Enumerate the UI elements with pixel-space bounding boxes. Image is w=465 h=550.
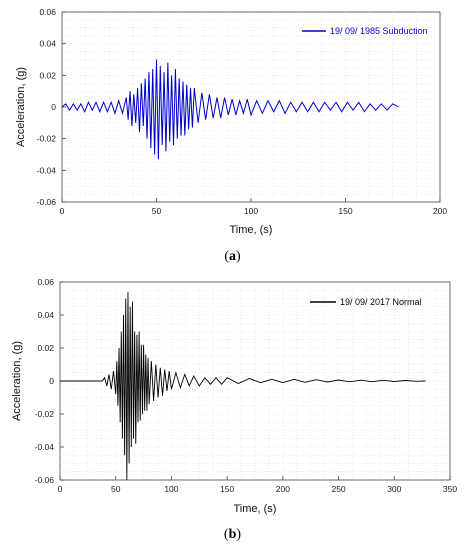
y-axis-label-a: Acceleration, (g) [15,67,27,147]
ticks-b: 0 50 100 150 200 250 300 350 -0.06 -0.04 -0.02 0 0.0… [35,277,458,494]
y-tick-label: 0.04 [37,310,54,320]
y-tick-label: 0.06 [37,277,54,287]
grid-a [62,12,440,202]
caption-a: (a) [224,249,241,264]
x-tick-label: 50 [152,206,162,216]
y-tick-label: -0.02 [35,409,55,419]
x-tick-label: 200 [433,206,447,216]
chart-a: 0 50 100 150 200 -0.06 -0.04 -0.02 0 0.02 0.04 0.06… [15,7,448,236]
y-tick-label: 0 [51,102,56,112]
caption-b-letter: b [228,527,237,542]
x-tick-label: 0 [60,206,65,216]
x-tick-label: 250 [331,484,345,494]
y-tick-label: 0.02 [39,70,56,80]
caption-a-letter: a [229,249,236,264]
y-tick-label: 0 [49,376,54,386]
x-tick-label: 0 [58,484,63,494]
y-axis-label-b: Acceleration, (g) [11,341,23,421]
series-line-b [60,291,426,481]
x-tick-label: 100 [164,484,178,494]
x-tick-label: 150 [220,484,234,494]
series-line-a [61,59,399,160]
x-tick-label: 50 [111,484,121,494]
caption-b: (b) [223,527,242,542]
y-tick-label: -0.02 [37,134,57,144]
y-tick-label: 0.02 [37,343,54,353]
y-tick-label: -0.06 [35,475,55,485]
x-axis-label-a: Time, (s) [230,224,273,236]
y-tick-label: 0.04 [39,39,56,49]
y-tick-label: -0.06 [37,197,57,207]
y-tick-label: -0.04 [35,442,55,452]
x-tick-label: 300 [387,484,401,494]
ticks-a: 0 50 100 150 200 -0.06 -0.04 -0.02 0 0.02 0.04 0.06 [37,7,448,216]
legend-label-b: 19/ 09/ 2017 Normal [340,297,422,307]
x-axis-label-b: Time, (s) [234,503,277,515]
x-tick-label: 200 [276,484,290,494]
legend-label-a: 19/ 09/ 1985 Subduction [330,26,428,36]
x-tick-label: 100 [244,206,258,216]
x-tick-label: 350 [443,484,457,494]
legend-b: 19/ 09/ 2017 Normal [310,297,422,307]
legend-a: 19/ 09/ 1985 Subduction [302,26,428,36]
chart-b: 0 50 100 150 200 250 300 350 -0.06 -0.04 -0.02 0 0.0… [11,277,458,515]
y-tick-label: -0.04 [37,165,57,175]
x-tick-label: 150 [338,206,352,216]
y-tick-label: 0.06 [39,7,56,17]
